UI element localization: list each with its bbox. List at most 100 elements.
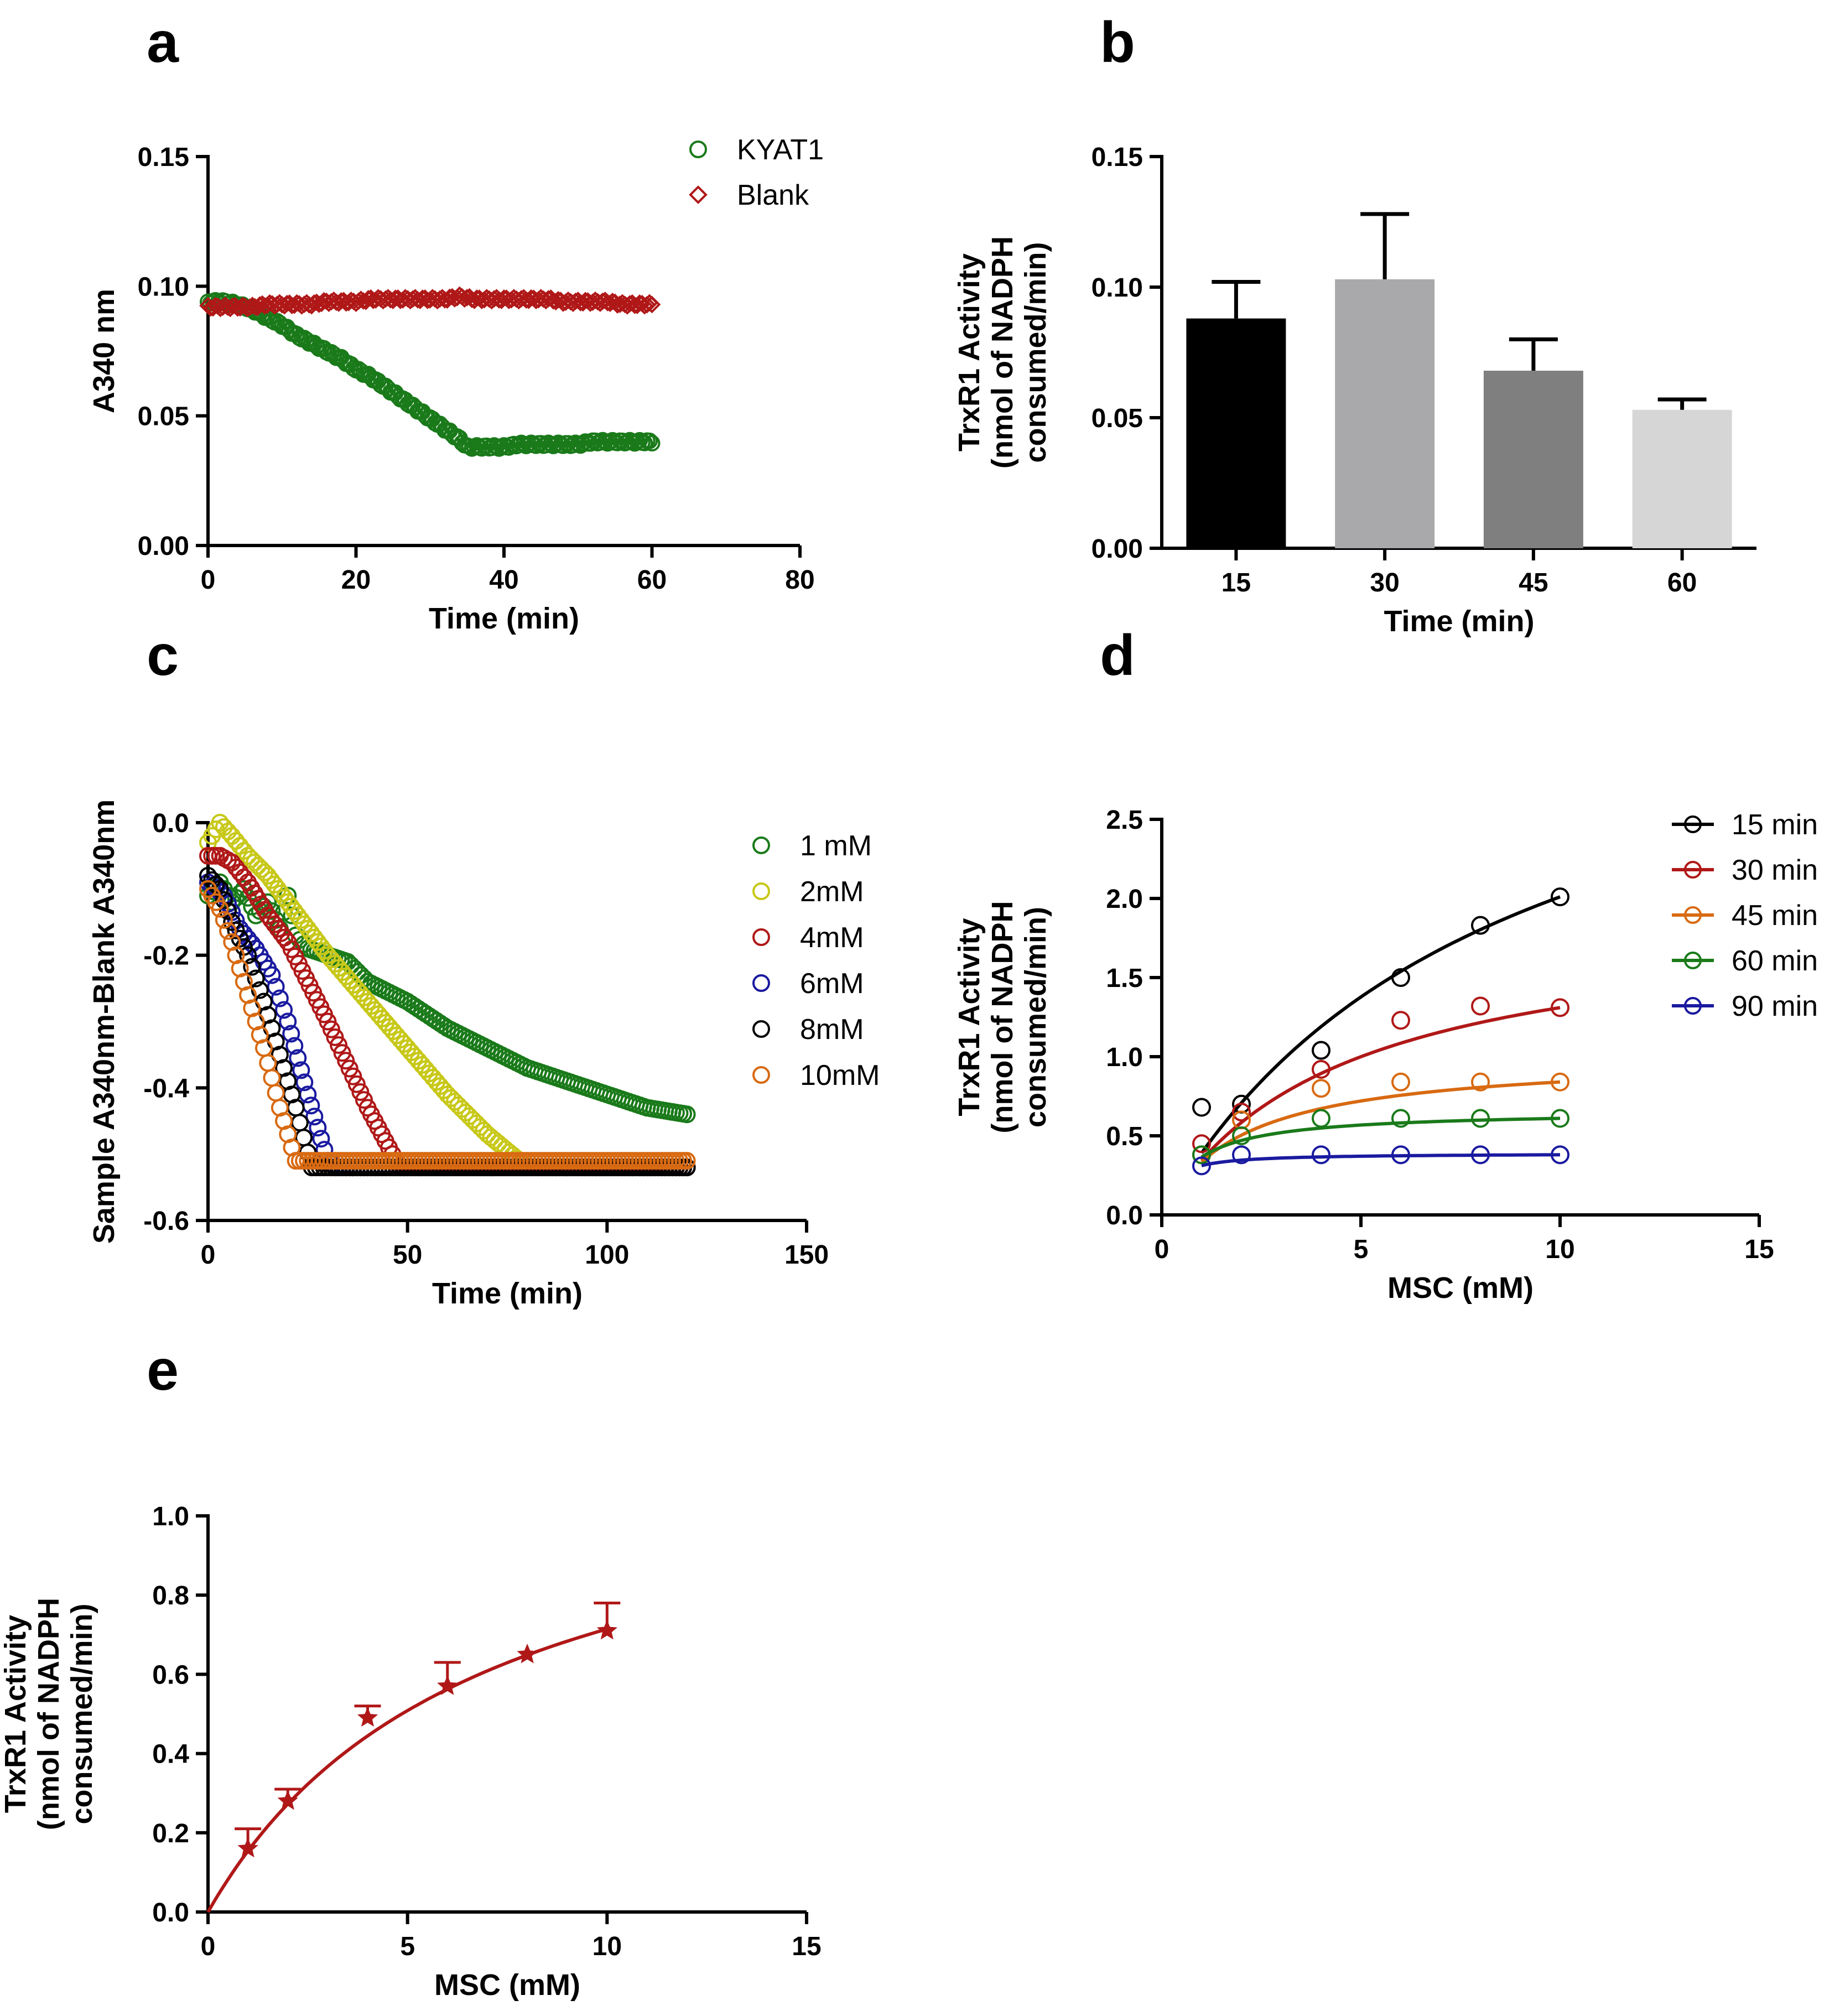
series-10mM [199,880,696,1170]
legend-label: 60 min [1732,945,1818,977]
y-tick-label: 0.8 [152,1581,189,1610]
y-tick-label: 0.05 [1091,404,1143,433]
data-point [678,1152,696,1170]
data-point [517,1644,538,1664]
y-tick-label: 0.15 [138,143,189,172]
data-point [643,295,661,314]
x-tick-label: 15 [1744,1235,1774,1264]
x-tick-label: 5 [400,1932,415,1961]
data-point [290,1114,309,1132]
data-point [1391,1145,1410,1165]
series-Blank [199,286,661,318]
legend-label: 15 min [1732,809,1818,841]
x-tick-label: 20 [341,565,371,595]
y-axis-title-line: consumed/min) [1019,242,1052,463]
data-point [215,891,233,909]
x-tick-label: 5 [1354,1235,1369,1264]
data-point [239,946,257,964]
legend-marker-90 min [1684,997,1702,1015]
data-point [263,1069,281,1087]
data-point [219,902,237,920]
data-point [263,966,281,984]
panel-e-plot [206,1602,621,1913]
series-90 min [1192,1145,1569,1176]
data-point [302,1097,320,1115]
x-tick-label: 60 [1667,568,1697,597]
y-tick-label: 0.6 [152,1660,189,1690]
y-tick-label: -0.2 [143,942,189,971]
legend-marker-KYAT1 [689,141,707,158]
data-point [1192,1098,1211,1117]
data-point [599,294,617,311]
x-tick-label: 30 [1370,568,1399,597]
panel-label-b: b [1100,11,1135,75]
y-tick-label: 0.10 [1091,273,1143,303]
data-point [243,958,261,976]
fit-curve [1200,1116,1561,1158]
panel-label-d: d [1100,623,1135,688]
data-point [247,969,265,988]
x-tick-label: 0 [201,1240,216,1270]
data-point [678,1105,696,1124]
data-point [1471,916,1490,935]
series-45 min [1192,1072,1569,1165]
data-point [596,1619,617,1640]
y-tick-label: 0.0 [1106,1201,1143,1230]
data-point [357,1707,378,1727]
data-point [1232,1145,1251,1165]
panel-label-a: a [147,11,179,75]
x-axis-title: Time (min) [432,1277,583,1310]
bar-45 [1483,371,1583,548]
legend-marker-10mM [752,1066,770,1084]
bar-15 [1186,318,1286,548]
y-tick-label: 1.5 [1106,964,1143,993]
data-point [1471,1072,1490,1092]
panel-label-e: e [147,1338,179,1402]
y-tick-label: 0.5 [1106,1122,1143,1151]
data-point [282,1025,300,1043]
panel-label-c: c [147,623,179,688]
data-point [1471,1109,1490,1128]
x-axis-title: MSC (mM) [434,1968,580,2002]
data-point [1471,996,1490,1016]
data-point [289,1049,307,1067]
y-tick-label: 1.0 [1106,1043,1143,1072]
legend-label: 1 mM [800,830,872,862]
y-tick-label: 0.4 [152,1740,189,1769]
data-point [1312,1059,1330,1079]
y-tick-label: 0.0 [152,809,189,838]
data-point [219,922,237,940]
data-point [292,1061,310,1079]
data-point [643,435,661,452]
data-point [437,1675,458,1695]
legend-label: 10mM [800,1059,880,1092]
y-tick-label: 0.0 [152,1898,189,1927]
data-point [1551,998,1569,1017]
data-point [309,1119,327,1137]
y-tick-label: 0.10 [138,272,189,302]
data-point [231,836,249,855]
y-tick-label: 0.00 [1091,534,1143,564]
data-point [231,863,249,881]
panel-b-bars [1186,212,1732,548]
data-point [223,913,241,931]
data-point [1391,1011,1410,1030]
x-tick-label: 50 [393,1240,422,1270]
legend-label: 8mM [800,1014,864,1046]
y-axis-title: Sample A340nm-Blank A340nm [87,799,121,1244]
data-point [227,921,245,939]
data-point [1312,1079,1330,1098]
y-axis-title-line: (nmol of NADPH [986,901,1019,1134]
data-point [1192,1134,1211,1154]
panel-a-axes: 0.00 0.05 0.10 0.15 0 20 40 60 80 Time (min) A340 … [87,143,815,635]
legend-label: 6mM [800,968,864,1000]
y-tick-label: 2.0 [1106,885,1143,914]
data-point [237,1837,258,1858]
legend-marker-15 min [1684,815,1702,833]
legend-marker-30 min [1684,861,1702,879]
legend-marker-45 min [1684,906,1702,924]
data-point [1551,887,1569,907]
x-tick-label: 10 [592,1932,622,1961]
data-point [1312,1145,1330,1165]
x-tick-label: 10 [1545,1235,1574,1264]
